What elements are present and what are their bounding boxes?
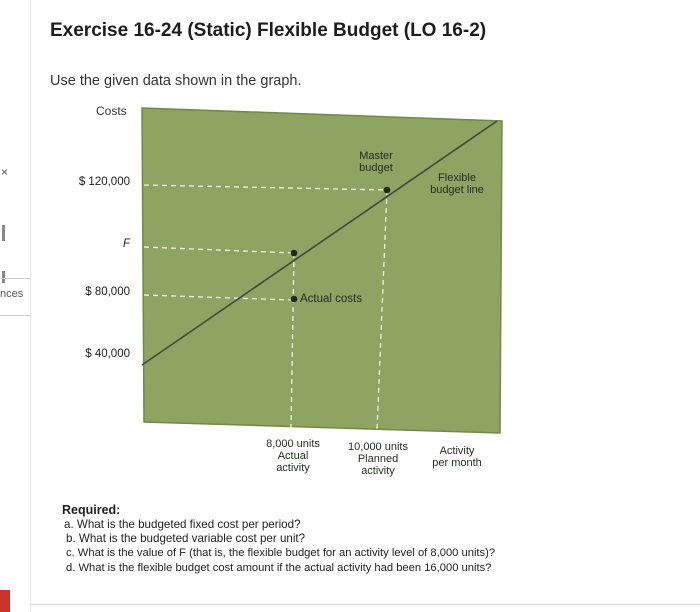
y-label-120000: $ 120,000 <box>78 176 130 188</box>
required-heading: Required: <box>62 503 120 517</box>
x-planned-line1: 10,000 units <box>348 441 408 453</box>
actual-costs-label: Actual costs <box>300 293 362 305</box>
flexible-label-line2: budget line <box>430 184 484 196</box>
x-planned-line2: Planned <box>357 453 399 465</box>
y-label-40000: $ 40,000 <box>85 348 130 360</box>
edge-marker <box>2 225 5 241</box>
edge-marker-2 <box>2 271 5 283</box>
x-planned-line3: activity <box>361 465 395 477</box>
x-actual-line1: 8,000 units <box>266 438 320 450</box>
master-budget-label: Master budget <box>348 150 404 174</box>
sidebar-item-fragment[interactable]: nces <box>0 288 24 300</box>
sidebar-item-box[interactable] <box>0 278 30 316</box>
y-label-f: F <box>122 238 130 250</box>
red-tab-marker <box>0 590 10 612</box>
x-axis-line1: Activity <box>439 445 475 457</box>
dashed-line-actual-activity <box>290 252 295 429</box>
plot-area <box>141 107 503 434</box>
question-a: a. What is the budgeted fixed cost per p… <box>64 518 301 531</box>
x-label-planned-activity: 10,000 units Planned activity <box>340 441 416 477</box>
dashed-line-planned-activity <box>376 189 388 431</box>
x-actual-line3: activity <box>276 462 310 474</box>
master-label-line1: Master <box>359 150 393 162</box>
x-actual-line2: Actual <box>277 450 309 462</box>
question-d: d. What is the flexible budget cost amou… <box>66 562 492 574</box>
close-icon[interactable]: × <box>1 165 9 179</box>
x-axis-title: Activity per month <box>424 445 490 469</box>
question-b: b. What is the budgeted variable cost pe… <box>66 532 306 545</box>
y-axis-title: Costs <box>96 104 127 118</box>
point-master-budget <box>383 186 391 194</box>
flexible-label-line1: Flexible <box>438 172 476 184</box>
point-actual-costs <box>290 295 298 303</box>
y-label-80000: $ 80,000 <box>85 286 130 298</box>
x-label-actual-activity: 8,000 units Actual activity <box>258 438 328 474</box>
dashed-line-f <box>143 246 295 254</box>
page-title: Exercise 16-24 (Static) Flexible Budget … <box>50 20 487 41</box>
dashed-line-80000 <box>143 294 293 301</box>
left-panel-edge <box>0 0 31 612</box>
bottom-divider <box>30 604 700 605</box>
x-axis-line2: per month <box>432 457 482 469</box>
master-label-line2: budget <box>359 162 393 174</box>
point-f <box>290 249 298 257</box>
dashed-line-120000 <box>143 184 388 191</box>
intro-text: Use the given data shown in the graph. <box>50 73 302 89</box>
flexible-budget-line <box>141 120 498 366</box>
flexible-budget-label: Flexible budget line <box>424 172 490 196</box>
required-label: Required: <box>62 503 121 517</box>
question-c: c. What is the value of F (that is, the … <box>66 547 496 559</box>
